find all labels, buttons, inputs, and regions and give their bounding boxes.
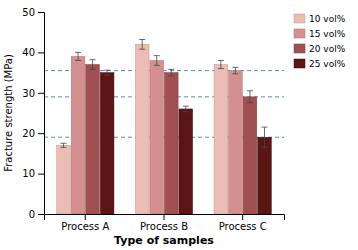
legend-swatch <box>294 59 305 68</box>
error-bar <box>90 60 96 70</box>
bar <box>229 71 243 214</box>
x-axis-title: Type of samples <box>114 234 214 247</box>
tick-mark <box>242 214 243 220</box>
tick-mark <box>164 214 165 220</box>
tick: 20 <box>22 128 44 139</box>
series <box>57 39 228 214</box>
tick-mark <box>38 133 44 134</box>
bar <box>258 137 272 214</box>
x-axis: Process A Process B Process C <box>45 214 285 232</box>
tick: 40 <box>22 47 44 58</box>
tick: Process A <box>61 214 109 232</box>
tick: Process C <box>219 214 267 232</box>
series <box>71 52 242 214</box>
axis-line <box>38 13 45 215</box>
tick-mark <box>38 52 44 53</box>
chart: 0 10 20 30 40 50 Process A Process B Process C Ty… <box>0 0 358 250</box>
tick-mark <box>85 214 86 220</box>
tick-mark <box>38 214 44 215</box>
error-bar <box>261 127 267 147</box>
tick-label: 40 <box>22 47 35 58</box>
y-axis: 0 10 20 30 40 50 <box>22 7 44 220</box>
bar <box>100 73 114 214</box>
series <box>100 70 271 214</box>
legend: 10 vol% 15 vol% 20 vol% 25 vol% <box>294 14 346 69</box>
tick-label: 50 <box>22 7 35 18</box>
y-axis-title: Fracture strength (MPa) <box>3 54 14 172</box>
plot: 0 10 20 30 40 50 Process A Process B Process C <box>22 7 284 232</box>
error-bar <box>218 60 224 68</box>
tick: 0 <box>29 209 44 220</box>
legend-item: 20 vol% <box>294 44 346 54</box>
bar <box>86 65 100 214</box>
legend-label: 25 vol% <box>309 59 346 69</box>
series <box>86 60 257 214</box>
legend-label: 20 vol% <box>309 44 346 54</box>
error-bar <box>232 67 238 73</box>
tick-mark <box>38 12 44 13</box>
axis-line <box>45 215 285 221</box>
bar <box>214 65 228 214</box>
tick: 50 <box>22 7 44 18</box>
tick-label: Process B <box>140 221 188 232</box>
bar <box>57 145 71 214</box>
tick: 30 <box>22 88 44 99</box>
bar <box>179 109 193 214</box>
bar <box>150 60 164 214</box>
tick-label: 10 <box>22 168 35 179</box>
legend-item: 25 vol% <box>294 59 346 69</box>
tick: 10 <box>22 168 44 179</box>
legend-item: 10 vol% <box>294 14 346 24</box>
error-bar <box>104 70 110 75</box>
error-bar <box>75 52 81 60</box>
error-bar <box>61 143 67 147</box>
legend-label: 15 vol% <box>309 29 346 39</box>
error-bar <box>168 69 174 75</box>
bar <box>135 44 149 214</box>
tick-label: 0 <box>29 209 35 220</box>
bar <box>71 56 85 214</box>
legend-item: 15 vol% <box>294 29 346 39</box>
legend-label: 10 vol% <box>309 14 346 24</box>
legend-swatch <box>294 44 305 53</box>
legend-swatch <box>294 14 305 23</box>
error-bar <box>139 39 145 49</box>
tick-mark <box>38 174 44 175</box>
bar <box>243 97 257 214</box>
tick: Process B <box>140 214 188 232</box>
tick-mark <box>38 93 44 94</box>
tick-label: Process A <box>61 221 109 232</box>
tick-label: Process C <box>219 221 267 232</box>
marks <box>44 39 284 214</box>
error-bar <box>247 91 253 103</box>
error-bar <box>154 56 160 66</box>
tick-label: 30 <box>22 88 35 99</box>
bar <box>164 73 178 214</box>
error-bar <box>183 106 189 112</box>
tick-label: 20 <box>22 128 35 139</box>
legend-swatch <box>294 29 305 38</box>
